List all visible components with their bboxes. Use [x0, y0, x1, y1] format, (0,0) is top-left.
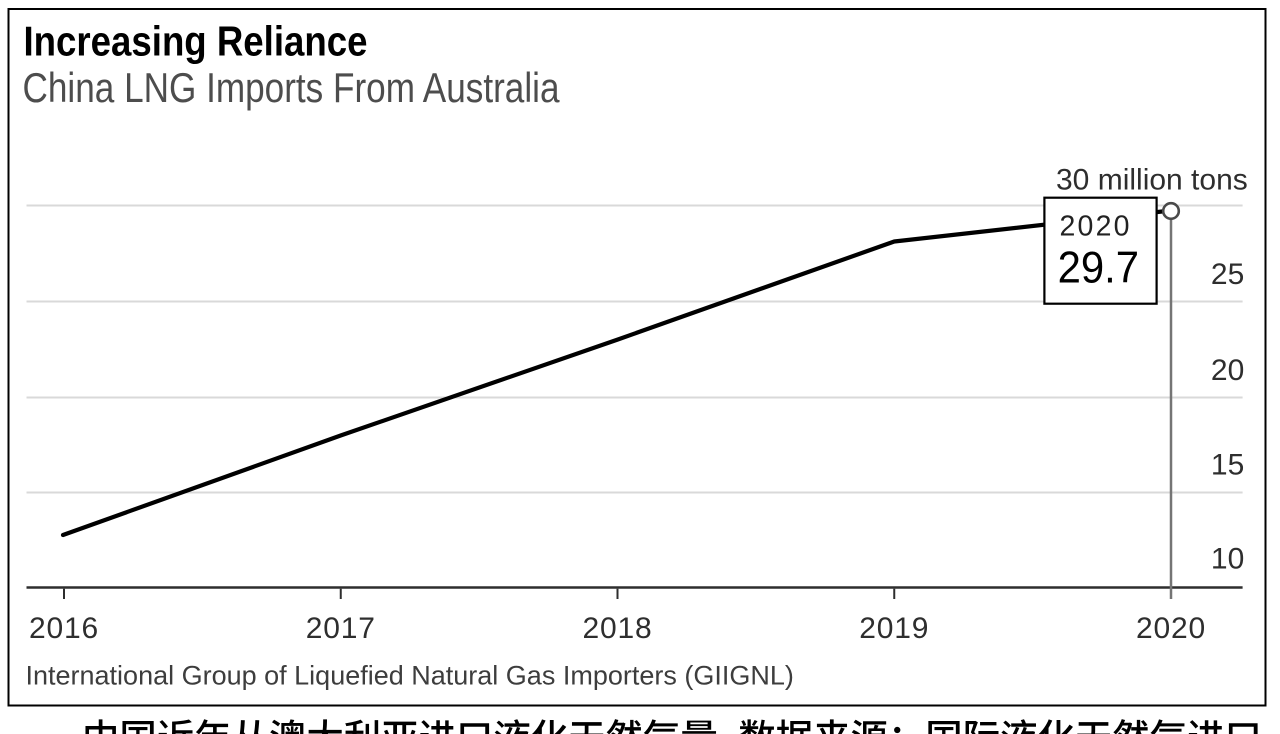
svg-text:2020: 2020 — [1136, 612, 1206, 645]
svg-text:China LNG Imports From Austral: China LNG Imports From Australia — [23, 64, 561, 111]
svg-text:2017: 2017 — [306, 612, 376, 645]
svg-text:2016: 2016 — [29, 612, 99, 645]
svg-text:29.7: 29.7 — [1058, 244, 1140, 293]
svg-text:10: 10 — [1211, 543, 1244, 576]
svg-text:20: 20 — [1211, 354, 1244, 387]
svg-text:25: 25 — [1211, 258, 1244, 291]
svg-text:Increasing Reliance: Increasing Reliance — [24, 17, 368, 64]
svg-text:15: 15 — [1211, 449, 1244, 482]
svg-text:30 million tons: 30 million tons — [1056, 164, 1248, 197]
svg-text:International Group of Liquefi: International Group of Liquefied Natural… — [26, 661, 794, 691]
svg-text:2019: 2019 — [859, 612, 929, 645]
svg-text:2018: 2018 — [583, 612, 653, 645]
